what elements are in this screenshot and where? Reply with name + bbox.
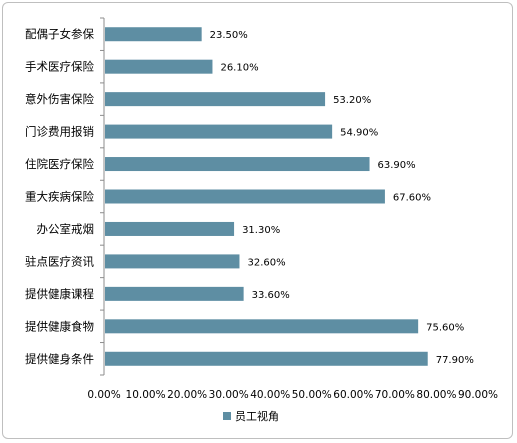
x-tick-label: 70.00% [375, 389, 415, 401]
data-label: 23.50% [210, 30, 248, 41]
data-label: 75.60% [426, 322, 464, 333]
x-tick-label: 50.00% [292, 389, 332, 401]
bar [105, 254, 240, 269]
bar [105, 286, 244, 301]
category-label: 提供健康食物 [25, 319, 94, 333]
category-label: 提供健身条件 [25, 352, 94, 366]
x-tick-label: 90.00% [458, 389, 498, 401]
bar [105, 157, 370, 172]
category-label: 驻点医疗资讯 [25, 254, 94, 268]
data-label: 63.90% [378, 160, 416, 171]
category-label: 提供健康课程 [25, 287, 94, 301]
data-label: 31.30% [242, 225, 280, 236]
x-tick-label: 80.00% [416, 389, 456, 401]
data-label: 32.60% [247, 257, 285, 268]
bar [105, 319, 419, 334]
data-label: 54.90% [340, 128, 378, 139]
category-label: 重大疾病保险 [25, 190, 94, 204]
legend-swatch [223, 412, 231, 420]
legend-label: 员工视角 [235, 409, 279, 423]
x-tick-label: 60.00% [333, 389, 373, 401]
data-label: 77.90% [436, 355, 474, 366]
category-label: 住院医疗保险 [25, 157, 94, 171]
x-tick-label: 10.00% [126, 389, 166, 401]
category-label: 门诊费用报销 [25, 125, 94, 139]
x-tick-label: 30.00% [209, 389, 249, 401]
x-tick-label: 0.00% [87, 389, 120, 401]
data-label: 26.10% [220, 63, 258, 74]
bar [105, 189, 385, 204]
bar [105, 351, 428, 366]
category-label: 办公室戒烟 [37, 222, 95, 236]
x-tick-label: 20.00% [167, 389, 207, 401]
bar [105, 92, 326, 107]
data-label: 53.20% [333, 95, 371, 106]
bar [105, 124, 333, 139]
chart-frame [2, 2, 513, 439]
bar [105, 27, 202, 42]
data-label: 33.60% [252, 290, 290, 301]
bar [105, 59, 213, 74]
category-label: 意外伤害保险 [25, 92, 94, 106]
category-label: 配偶子女参保 [25, 27, 94, 41]
category-label: 手术医疗保险 [25, 60, 94, 74]
data-label: 67.60% [393, 193, 431, 204]
bar [105, 221, 235, 236]
x-tick-label: 40.00% [250, 389, 290, 401]
